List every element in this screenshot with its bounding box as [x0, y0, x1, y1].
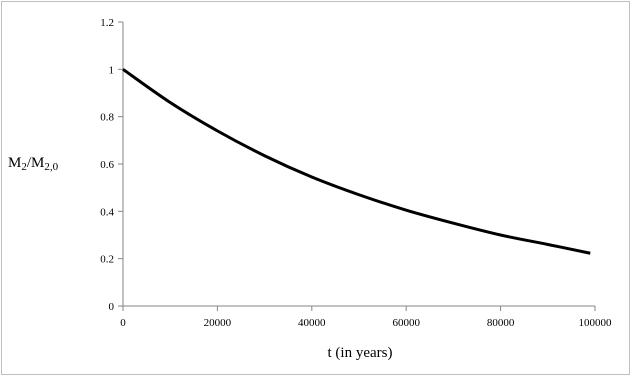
- y-tick-label: 0.6: [100, 159, 114, 171]
- y-tick-label: 0.8: [100, 112, 114, 124]
- x-axis-ticks: 0 20000 40000 60000 80000 100000: [120, 306, 612, 329]
- x-tick-label: 40000: [298, 317, 326, 329]
- y-axis-label: M2/M2,0: [8, 155, 59, 173]
- x-tick-label: 20000: [204, 317, 232, 329]
- series-line: [122, 68, 591, 255]
- x-tick-label: 100000: [579, 317, 613, 329]
- chart-axes: [122, 22, 595, 307]
- y-axis-label-slash: /M: [27, 155, 45, 171]
- y-tick-label: 0.2: [100, 254, 114, 266]
- y-axis-label-sub1: 2: [21, 161, 27, 173]
- series-layer: [122, 68, 591, 255]
- x-tick-label: 0: [120, 317, 126, 329]
- y-tick-label: 0.4: [100, 206, 114, 218]
- y-tick-label: 0: [109, 301, 115, 313]
- y-tick-label: 1.2: [100, 17, 114, 29]
- y-tick-label: 1: [109, 64, 115, 76]
- x-tick-label: 60000: [392, 317, 420, 329]
- x-tick-label: 80000: [487, 317, 515, 329]
- y-axis-label-main: M: [8, 155, 21, 171]
- y-axis-label-sub2: 2,0: [44, 161, 58, 173]
- y-axis-ticks: 0 0.2 0.4 0.6 0.8 1 1.2: [100, 17, 123, 313]
- x-axis-label: t (in years): [328, 345, 393, 361]
